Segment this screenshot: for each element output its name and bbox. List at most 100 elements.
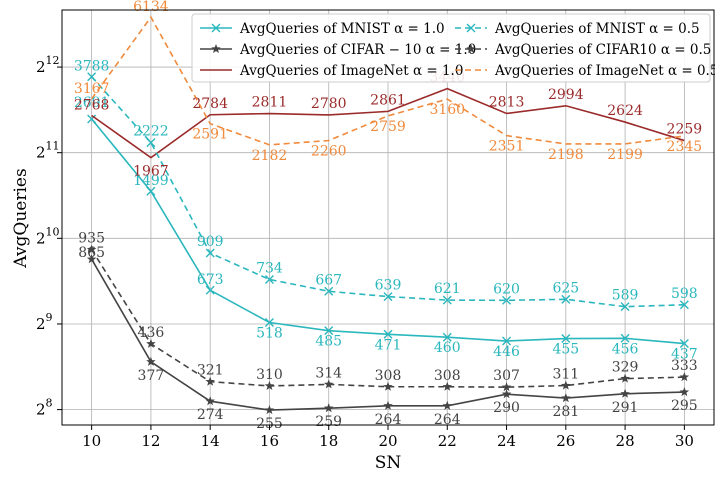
series-6 bbox=[90, 15, 685, 146]
data-point bbox=[679, 372, 690, 382]
data-point bbox=[679, 387, 690, 397]
data-point bbox=[146, 356, 156, 366]
data-label: 471 bbox=[375, 337, 402, 353]
data-label: 460 bbox=[434, 340, 461, 356]
x-tick-label: 24 bbox=[497, 432, 516, 450]
legend-item: AvgQueries of MNIST α = 0.5 bbox=[455, 21, 700, 37]
data-label: 2624 bbox=[607, 103, 643, 119]
data-point bbox=[502, 295, 512, 305]
data-label: 436 bbox=[138, 325, 165, 341]
data-point bbox=[324, 286, 334, 296]
data-label-layer: 2691 1499 673 518 485 471 460 446 455 456 437 865 37… bbox=[74, 0, 702, 432]
data-label: 308 bbox=[434, 368, 461, 384]
series-2 bbox=[86, 254, 690, 415]
data-point bbox=[87, 114, 97, 124]
data-point bbox=[561, 393, 571, 403]
data-label: 446 bbox=[493, 344, 520, 360]
data-label: 2768 bbox=[74, 97, 110, 113]
x-tick-label: 20 bbox=[378, 432, 397, 450]
y-tick-label: 211 bbox=[36, 140, 60, 162]
data-label: 2691 bbox=[74, 95, 110, 111]
data-label: 311 bbox=[552, 367, 579, 383]
data-point bbox=[561, 294, 571, 304]
data-label: 2780 bbox=[311, 96, 347, 112]
data-point bbox=[146, 338, 156, 348]
y-tick-label: 29 bbox=[36, 311, 53, 333]
data-point bbox=[323, 403, 334, 413]
data-point bbox=[383, 381, 393, 391]
data-label: 1967 bbox=[133, 164, 169, 180]
series-4 bbox=[87, 72, 689, 312]
data-point bbox=[620, 373, 630, 383]
data-label: 456 bbox=[612, 341, 639, 357]
y-axis-label: AvgQueries bbox=[11, 168, 31, 268]
series-layer bbox=[86, 15, 690, 415]
legend-item: AvgQueries of ImageNet α = 1.0 bbox=[200, 63, 463, 79]
data-point bbox=[264, 380, 275, 390]
data-label: 308 bbox=[375, 368, 402, 384]
data-label: 621 bbox=[434, 281, 461, 297]
data-label: 2994 bbox=[548, 87, 584, 103]
data-point bbox=[383, 292, 393, 302]
data-label: 437 bbox=[671, 347, 698, 363]
legend-marker bbox=[466, 44, 476, 54]
data-point bbox=[87, 72, 97, 82]
series-line bbox=[90, 15, 685, 146]
data-point bbox=[561, 380, 571, 390]
x-tick-label: 28 bbox=[616, 432, 635, 450]
x-tick-label: 26 bbox=[556, 432, 575, 450]
data-label: 3160 bbox=[429, 102, 465, 118]
legend-marker bbox=[466, 23, 476, 33]
data-label: 274 bbox=[197, 407, 224, 423]
data-label: 264 bbox=[434, 412, 461, 428]
data-label: 620 bbox=[493, 281, 520, 297]
data-label: 2260 bbox=[311, 144, 347, 160]
data-label: 2199 bbox=[607, 147, 643, 163]
legend-label: AvgQueries of ImageNet α = 1.0 bbox=[239, 63, 463, 79]
legend-item: AvgQueries of CIFAR10 α = 0.5 bbox=[455, 42, 711, 58]
x-tick-label: 10 bbox=[82, 432, 101, 450]
data-point bbox=[146, 186, 156, 196]
data-label: 589 bbox=[612, 288, 639, 304]
data-label: 2198 bbox=[548, 147, 584, 163]
data-label: 310 bbox=[256, 367, 283, 383]
data-label: 2811 bbox=[252, 95, 288, 111]
data-label: 455 bbox=[552, 342, 579, 358]
data-label: 935 bbox=[78, 231, 105, 247]
data-label: 639 bbox=[375, 278, 402, 294]
data-label: 625 bbox=[552, 280, 579, 296]
data-point bbox=[205, 285, 215, 295]
data-point bbox=[442, 381, 453, 391]
x-tick-label: 22 bbox=[438, 432, 457, 450]
data-label: 329 bbox=[612, 360, 639, 376]
data-point bbox=[679, 300, 689, 310]
data-label: 2784 bbox=[192, 96, 228, 112]
data-label: 3167 bbox=[74, 81, 110, 97]
data-label: 1499 bbox=[133, 173, 169, 189]
data-label: 734 bbox=[256, 260, 283, 276]
data-point bbox=[442, 400, 453, 410]
series-3 bbox=[91, 87, 685, 159]
x-tick-label: 16 bbox=[260, 432, 279, 450]
data-point bbox=[383, 329, 393, 339]
data-point bbox=[205, 376, 215, 386]
data-label: 518 bbox=[256, 326, 283, 342]
data-label: 291 bbox=[612, 400, 639, 416]
data-point bbox=[264, 405, 275, 415]
data-point bbox=[620, 302, 630, 312]
data-point bbox=[442, 295, 452, 305]
series-5 bbox=[86, 244, 690, 392]
data-label: 673 bbox=[197, 272, 224, 288]
legend-label: AvgQueries of CIFAR10 α = 0.5 bbox=[494, 42, 711, 58]
data-label: 2591 bbox=[192, 127, 228, 143]
data-label: 290 bbox=[493, 400, 520, 416]
data-point bbox=[383, 400, 393, 410]
data-label: 321 bbox=[197, 363, 224, 379]
data-label: 2222 bbox=[133, 124, 169, 140]
legend-box bbox=[191, 13, 711, 83]
data-point bbox=[501, 382, 512, 392]
x-axis: 10 12 14 16 18 20 22 24 26 28 30 bbox=[82, 425, 694, 450]
x-axis-label: SN bbox=[375, 453, 402, 473]
series-1 bbox=[87, 114, 689, 349]
legend-label: AvgQueries of MNIST α = 1.0 bbox=[239, 21, 445, 37]
